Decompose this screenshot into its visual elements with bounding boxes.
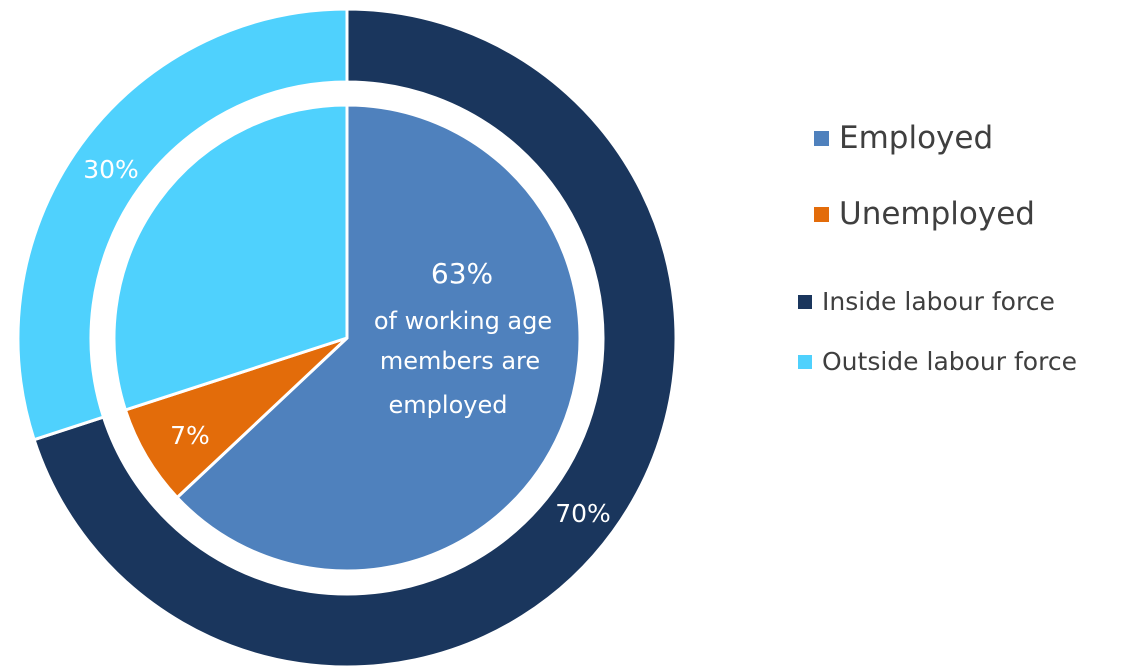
employed-inner-slice — [175, 103, 582, 573]
legend-label-outside-labour-force: Outside labour force — [822, 347, 1077, 376]
center-note-line: employed — [389, 391, 508, 419]
unemployed-inner-slice — [123, 336, 349, 499]
inner-pie — [112, 103, 582, 573]
legend-swatch-inside-labour-force — [798, 294, 812, 309]
legend-swatch-employed — [814, 130, 829, 146]
legend-item-employed: Employed — [798, 120, 993, 156]
outside-labour-force-pct-label: 30% — [83, 155, 139, 184]
employed-center-note: 63% of working age members are employed — [374, 257, 552, 419]
legend-swatch-unemployed — [814, 206, 829, 222]
outside-labour-force-outer-slice — [16, 7, 349, 442]
legend-item-outside-labour-force: Outside labour force — [798, 347, 1077, 376]
percentage-labels: 70% 30% 7% — [83, 155, 611, 528]
outer-ring — [16, 7, 678, 669]
legend-swatch-outside-labour-force — [798, 354, 812, 369]
legend-label-inside-labour-force: Inside labour force — [822, 287, 1055, 316]
outside-labour-force-inner-slice — [112, 103, 349, 412]
legend-item-inside-labour-force: Inside labour force — [798, 287, 1055, 316]
unemployed-pct-label: 7% — [170, 421, 210, 450]
center-note-value: 63% — [431, 257, 493, 290]
center-note-line: of working age — [374, 307, 552, 335]
legend-label-employed: Employed — [839, 120, 994, 156]
inside-labour-force-pct-label: 70% — [555, 499, 611, 528]
legend-item-unemployed: Unemployed — [798, 196, 1035, 232]
inside-labour-force-outer-slice — [32, 7, 678, 669]
legend-label-unemployed: Unemployed — [839, 196, 1035, 232]
donut-chart: 70% 30% 7% 63% of working age members ar… — [16, 7, 678, 669]
chart-legend: Employed Unemployed Inside labour force … — [798, 0, 1136, 670]
center-note-line: members are — [380, 347, 540, 375]
